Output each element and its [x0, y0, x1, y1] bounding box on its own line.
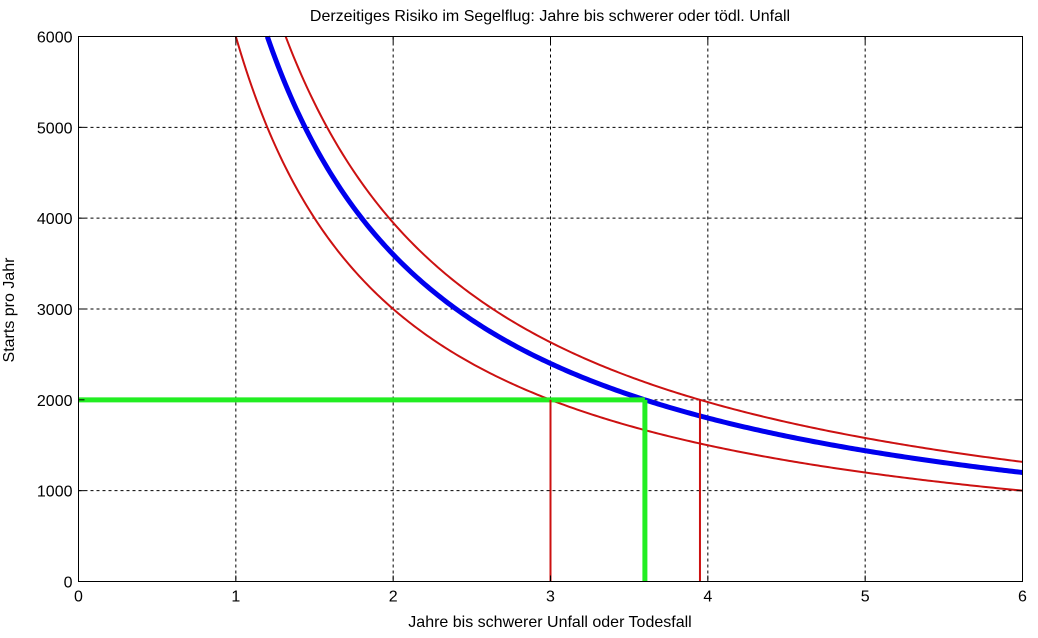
y-axis-label: Starts pro Jahr	[1, 257, 18, 363]
series-line-lower-bound	[234, 36, 1023, 492]
x-tick-label: 1	[231, 589, 240, 606]
reference-lines	[78, 397, 701, 582]
x-tick-label: 2	[389, 589, 398, 606]
x-tick-label: 6	[1018, 589, 1027, 606]
x-tick-label: 4	[703, 589, 712, 606]
x-tick-label: 5	[861, 589, 870, 606]
series-line-upper-bound	[284, 36, 1023, 463]
y-tick-label: 0	[64, 575, 73, 592]
y-tick-label: 5000	[37, 120, 73, 137]
x-tick-label: 3	[546, 589, 555, 606]
x-tick-label: 0	[74, 589, 83, 606]
x-axis-label: Jahre bis schwerer Unfall oder Todesfall	[408, 614, 691, 631]
y-tick-label: 2000	[37, 393, 73, 410]
y-tick-label: 3000	[37, 302, 73, 319]
y-tick-label: 1000	[37, 484, 73, 501]
axis-ticks: 0 1 2 3 4 5 6 0 1000 2000 3000 4000 5000 6000	[37, 30, 1027, 606]
y-tick-label: 6000	[37, 30, 73, 47]
chart-title: Derzeitiges Risiko im Segelflug: Jahre b…	[310, 8, 790, 25]
y-tick-label: 4000	[37, 211, 73, 228]
